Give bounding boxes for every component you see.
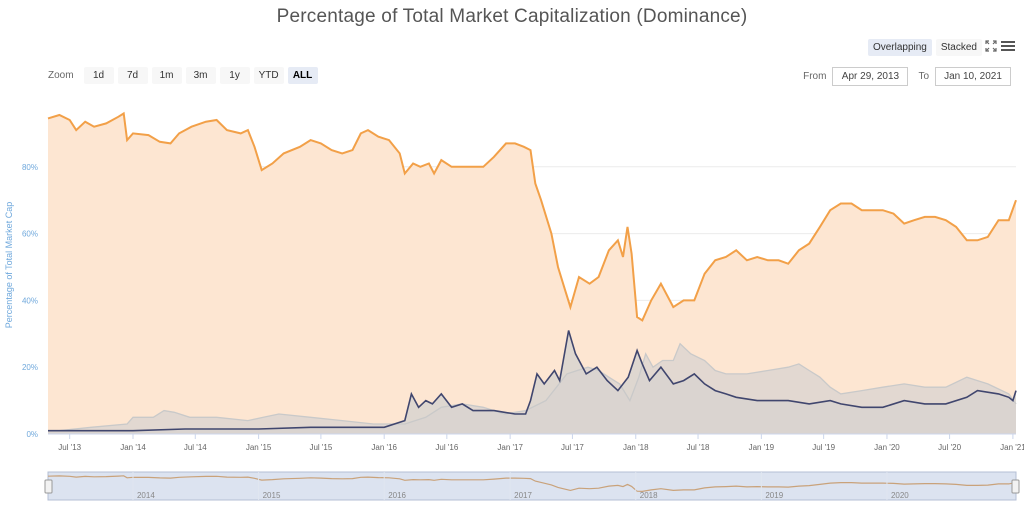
zoom-1m-button[interactable]: 1m (151, 67, 182, 84)
navigator-tick-label: 2016 (388, 491, 406, 500)
y-axis-label: Percentage of Total Market Cap (4, 202, 14, 328)
to-date-input[interactable]: Jan 10, 2021 (935, 67, 1011, 86)
from-date-input[interactable]: Apr 29, 2013 (832, 67, 909, 86)
eth-line (48, 342, 1017, 432)
x-tick-label: Jul '14 (184, 443, 207, 452)
y-tick-label: 0% (26, 430, 38, 439)
fullscreen-icon[interactable] (983, 38, 999, 54)
chart-title: Percentage of Total Market Capitalizatio… (276, 6, 748, 27)
navigator-right-handle[interactable] (1011, 479, 1020, 494)
btc-line (47, 111, 1017, 322)
date-range: From Apr 29, 2013 To Jan 10, 2021 (803, 67, 1011, 86)
mode-toggle: Overlapping Stacked (867, 39, 982, 56)
zoom-1y-button[interactable]: 1y (219, 67, 250, 84)
zoom-all-button[interactable]: ALL (287, 67, 318, 84)
x-tick-label: Jul '18 (687, 443, 710, 452)
navigator-tick-label: 2015 (263, 491, 281, 500)
x-tick-label: Jul '13 (58, 443, 81, 452)
x-tick-label: Jan '21 (1000, 443, 1024, 452)
from-label: From (803, 71, 827, 82)
y-tick-label: 60% (22, 230, 38, 239)
x-tick-label: Jul '15 (309, 443, 332, 452)
zoom-1d-button[interactable]: 1d (83, 67, 114, 84)
zoom-7d-button[interactable]: 7d (117, 67, 148, 84)
stacked-button[interactable]: Stacked (935, 39, 982, 56)
navigator-tick-label: 2020 (891, 491, 909, 500)
navigator-tick-label: 2018 (640, 491, 658, 500)
x-tick-label: Jul '17 (561, 443, 584, 452)
y-tick-label: 40% (22, 296, 38, 305)
zoom-selector: Zoom 1d 7d 1m 3m 1y YTD ALL (48, 67, 318, 84)
zoom-ytd-button[interactable]: YTD (253, 67, 284, 84)
navigator-tick-label: 2019 (765, 491, 783, 500)
x-tick-label: Jan '20 (874, 443, 900, 452)
zoom-label: Zoom (48, 70, 74, 81)
menu-icon[interactable] (1000, 38, 1016, 54)
x-tick-label: Jan '19 (749, 443, 775, 452)
navigator[interactable]: 2014 2015 2016 2017 2018 2019 2020 (44, 471, 1020, 501)
x-tick-label: Jan '15 (246, 443, 272, 452)
x-tick-label: Jul '20 (938, 443, 961, 452)
navigator-tick-label: 2017 (514, 491, 532, 500)
x-tick-label: Jan '18 (623, 443, 649, 452)
series-areas (47, 111, 1017, 435)
x-tick-label: Jul '16 (435, 443, 458, 452)
btc-area (48, 113, 1016, 435)
y-axis: 0% 20% 40% 60% 80% (22, 163, 38, 439)
overlapping-button[interactable]: Overlapping (867, 39, 932, 56)
alt-line (48, 330, 1017, 432)
to-label: To (918, 71, 929, 82)
navigator-left-handle[interactable] (44, 479, 53, 494)
x-tick-label: Jan '14 (120, 443, 146, 452)
y-tick-label: 80% (22, 163, 38, 172)
alt-area (48, 330, 1016, 434)
navigator-tick-label: 2014 (137, 491, 155, 500)
x-tick-label: Jul '19 (812, 443, 835, 452)
zoom-3m-button[interactable]: 3m (185, 67, 216, 84)
x-tick-label: Jan '17 (497, 443, 523, 452)
x-tick-label: Jan '16 (371, 443, 397, 452)
navigator-series (47, 475, 1017, 493)
y-tick-label: 20% (22, 363, 38, 372)
x-axis: Jul '13 Jan '14 Jul '14 Jan '15 Jul '15 Jan '… (48, 433, 1024, 452)
